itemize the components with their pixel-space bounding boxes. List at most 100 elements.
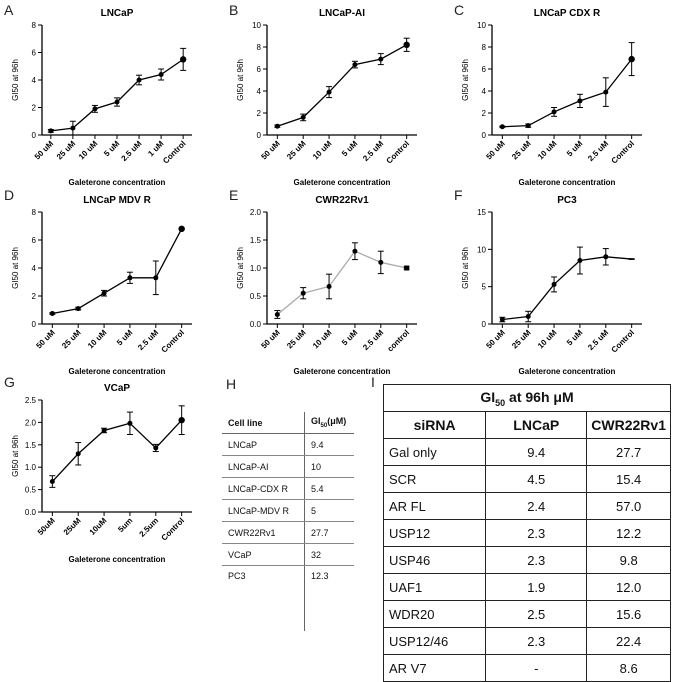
x-tick-label: 50 uM	[484, 328, 507, 351]
data-point	[352, 248, 358, 254]
cell-line-name: LNCaP-AI	[222, 455, 305, 478]
data-point	[326, 89, 332, 95]
cell-line-value: 5.4	[304, 477, 354, 500]
data-point	[551, 281, 557, 287]
chart-svg: C LNCaP CDX R 0 2 4 6 8 10 GI50 at 96h 50 uM 25 uM…	[454, 2, 642, 187]
header-lncap: LNCaP	[485, 411, 588, 439]
y-tick-label: 1.5	[250, 236, 262, 245]
y-tick-label: 15	[477, 208, 486, 217]
data-point	[153, 275, 159, 281]
header-gi50-unit: (μM)	[327, 416, 347, 427]
x-tick-label: 2.5 uM	[586, 328, 610, 352]
x-tick-label: 2.5 uM	[361, 139, 385, 163]
chart-svg: B LNCaP-AI 0 2 4 6 8 10 GI50 at 96h 50 uM 25 uM 10 …	[229, 2, 417, 187]
y-tick-label: 0.0	[250, 320, 262, 329]
data-point	[274, 311, 280, 317]
cell-line-name: LNCaP-CDX R	[222, 477, 305, 500]
data-point	[49, 311, 55, 316]
cell-line-value: 27.7	[304, 521, 354, 544]
panel-a: A LNCaP 0 2 4 6 8 GI50 at 96h 50 uM 25 uM 10 uM 5 u…	[0, 0, 225, 190]
y-tick-label: 6	[32, 49, 37, 58]
chart-svg: G VCaP 0.0 0.5 1.0 1.5 2.0 2.5 GI50 at 96h 50uM 25…	[4, 374, 192, 564]
x-tick-label: 50 uM	[33, 139, 56, 162]
chart-title: LNCaP-AI	[319, 8, 365, 19]
x-tick-label: 1 uM	[146, 139, 165, 158]
series-line	[502, 256, 632, 321]
x-tick-label: 2.5 uM	[361, 328, 385, 352]
x-tick-label: 10 uM	[86, 328, 109, 351]
y-tick-label: 4	[32, 264, 37, 273]
x-tick-label: 10uM	[88, 516, 109, 537]
cell-line-value: 10	[304, 455, 354, 478]
data-point	[136, 77, 142, 83]
panel-f: F PC3 0 5 10 15 GI50 at 96h 50 uM 25 uM 10 uM 5 uM…	[450, 185, 675, 376]
cell-line-value: 5	[304, 499, 354, 522]
y-tick-label: 2.5	[25, 396, 37, 405]
y-tick-label: 0	[32, 131, 37, 140]
data-point	[127, 420, 133, 426]
cell-line-name: LNCaP-MDV R	[222, 499, 305, 522]
panel-letter: C	[454, 2, 464, 18]
panel-letter: D	[4, 187, 14, 203]
data-point	[114, 99, 120, 105]
sirna-name: SCR	[382, 465, 487, 493]
y-tick-label: 10	[252, 21, 261, 30]
y-tick-label: 6	[257, 65, 262, 74]
y-tick-label: 2.0	[25, 418, 37, 427]
x-axis-label: Galeterone concentration	[519, 178, 616, 187]
data-point	[92, 106, 98, 112]
cell-line-name: PC3	[222, 565, 305, 631]
series-line	[52, 228, 183, 315]
series-line	[51, 419, 183, 482]
cwr-value: 57.0	[586, 492, 671, 520]
x-tick-label: 10 uM	[311, 328, 334, 351]
data-point	[178, 416, 185, 424]
x-tick-label: 2.5um	[137, 516, 160, 539]
table-header-row: siRNA LNCaP CWR22Rv1	[382, 411, 671, 439]
x-axis-label: Galeterone concentration	[294, 178, 391, 187]
x-tick-label: Control	[610, 328, 636, 354]
y-axis-label: GI50 at 96h	[236, 59, 245, 101]
data-point	[179, 56, 187, 63]
data-point	[577, 98, 583, 104]
sirna-name: Gal only	[382, 438, 487, 466]
y-tick-label: 1.0	[250, 264, 262, 273]
y-tick-label: 0	[32, 320, 37, 329]
y-axis-label: GI50 at 96h	[11, 435, 20, 477]
x-tick-label: 2.5 uM	[586, 139, 610, 163]
y-tick-label: 2	[32, 104, 37, 113]
y-axis-label: GI50 at 96h	[11, 59, 20, 101]
chart-title: CWR22Rv1	[315, 195, 369, 206]
data-point	[551, 109, 557, 115]
sirna-name: WDR20	[382, 600, 487, 628]
y-tick-label: 2	[32, 292, 37, 301]
y-tick-label: 0	[257, 131, 262, 140]
cwr-value: 27.7	[586, 438, 671, 466]
data-point	[178, 225, 185, 232]
x-tick-label: Control	[160, 328, 186, 354]
lncap-value: 2.3	[485, 519, 588, 547]
x-tick-label: 5 uM	[102, 139, 121, 158]
data-point	[525, 314, 531, 320]
y-tick-label: 1.0	[25, 463, 37, 472]
series-line	[502, 58, 633, 128]
cwr-value: 8.6	[586, 654, 671, 682]
lncap-value: -	[485, 654, 588, 682]
panel-c: C LNCaP CDX R 0 2 4 6 8 10 GI50 at 96h 50 uM 25 uM…	[450, 0, 675, 190]
y-tick-label: 4	[257, 87, 262, 96]
y-axis-label: GI50 at 96h	[461, 59, 470, 101]
table-row: USP46 2.3 9.8	[382, 546, 671, 574]
cwr-value: 12.0	[586, 573, 671, 601]
data-point	[274, 123, 280, 129]
panel-letter: G	[4, 374, 15, 390]
x-tick-label: 25 uM	[285, 328, 308, 351]
x-tick-label: Control	[161, 139, 187, 165]
y-tick-label: 4	[482, 87, 487, 96]
data-point	[404, 265, 410, 271]
x-tick-label: 10 uM	[536, 328, 559, 351]
header-gi50-sub: 50	[320, 422, 328, 429]
data-point	[499, 124, 505, 130]
lncap-value: 2.5	[485, 600, 588, 628]
title-sub: 50	[495, 397, 506, 408]
x-tick-label: 5 uM	[565, 139, 584, 158]
